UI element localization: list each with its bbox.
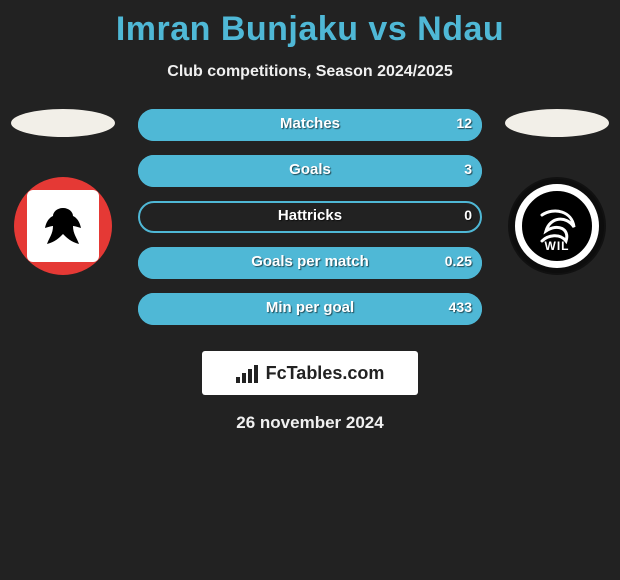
- club-badge-left-inner: [27, 190, 99, 262]
- source-logo-text: FcTables.com: [266, 363, 385, 384]
- source-logo: FcTables.com: [202, 351, 418, 395]
- stat-label: Goals per match: [138, 253, 482, 270]
- content-area: WIL Matches12 Goals3 Hattricks0 Goals per m…: [0, 109, 620, 349]
- stat-row: Goals3: [138, 155, 482, 187]
- stat-value-right: 0: [464, 207, 472, 223]
- club-badge-right-ring: WIL: [515, 184, 599, 268]
- stat-label: Matches: [138, 115, 482, 132]
- player-right-avatar-placeholder: [505, 109, 609, 137]
- stat-value-right: 0.25: [445, 253, 472, 269]
- player-right-column: WIL: [502, 109, 612, 275]
- stat-row: Hattricks0: [138, 201, 482, 233]
- player-left-column: [8, 109, 118, 275]
- stat-value-right: 12: [456, 115, 472, 131]
- stat-row: Goals per match0.25: [138, 247, 482, 279]
- player-left-avatar-placeholder: [11, 109, 115, 137]
- club-badge-right: WIL: [508, 177, 606, 275]
- stat-row: Min per goal433: [138, 293, 482, 325]
- bar-chart-icon: [236, 363, 260, 383]
- club-badge-left: [14, 177, 112, 275]
- stat-label: Hattricks: [138, 207, 482, 224]
- club-badge-right-label: WIL: [545, 239, 570, 253]
- stat-label: Goals: [138, 161, 482, 178]
- stat-label: Min per goal: [138, 299, 482, 316]
- stat-value-right: 433: [449, 299, 472, 315]
- stat-value-right: 3: [464, 161, 472, 177]
- comparison-card: Imran Bunjaku vs Ndau Club competitions,…: [0, 0, 620, 480]
- subtitle: Club competitions, Season 2024/2025: [0, 63, 620, 81]
- stat-row: Matches12: [138, 109, 482, 141]
- eagle-icon: [39, 204, 87, 248]
- page-title: Imran Bunjaku vs Ndau: [0, 10, 620, 49]
- stat-bars: Matches12 Goals3 Hattricks0 Goals per match…: [138, 109, 482, 339]
- date-text: 26 november 2024: [0, 413, 620, 433]
